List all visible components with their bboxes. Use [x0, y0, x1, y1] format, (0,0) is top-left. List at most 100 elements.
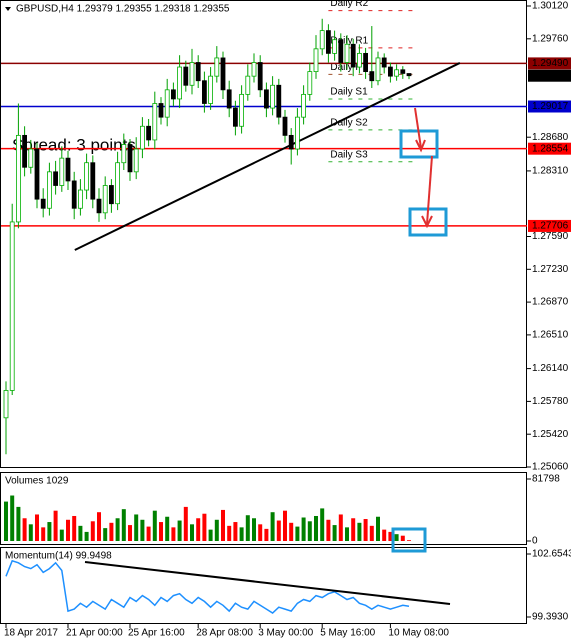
x-tick-label: 3 May 00:00: [258, 628, 313, 639]
volume-bar: [165, 516, 170, 541]
volume-bar: [227, 525, 232, 541]
candle-body: [34, 148, 40, 200]
volume-bar: [16, 506, 21, 541]
volume-title: Volumes 1029: [5, 476, 69, 487]
volume-bar: [97, 512, 101, 541]
volume-bar: [47, 522, 52, 541]
y-tick-label: 1.27230: [532, 264, 569, 275]
volume-bar: [90, 521, 95, 541]
volume-bar: [338, 514, 343, 541]
volume-bar: [196, 518, 201, 541]
candle-body: [3, 390, 9, 419]
level-label: 1.29490: [532, 58, 569, 69]
pivot-label: Daily R1: [330, 36, 368, 47]
volume-bar: [345, 527, 349, 541]
y-tick-label: 0: [532, 536, 538, 547]
candle-body: [133, 148, 139, 173]
volume-bar: [388, 531, 393, 541]
candle-body: [84, 162, 89, 191]
candle-body: [363, 52, 369, 73]
pivot-label: Daily R2: [330, 0, 368, 9]
volume-bar: [400, 535, 405, 541]
candle-body: [158, 103, 164, 118]
volume-bar: [59, 529, 64, 541]
pivot-label: Daily S2: [330, 118, 368, 129]
volume-bar: [258, 524, 263, 541]
volume-bar: [128, 525, 132, 541]
candle-body: [270, 84, 276, 109]
momentum-line: [5, 559, 410, 614]
candle-body: [78, 189, 83, 209]
level-tag: [528, 100, 571, 113]
y-tick-label: 1.27590: [532, 231, 569, 242]
volume-bar: [252, 518, 256, 541]
candle-body: [28, 148, 34, 168]
pivot-label: Daily S3: [330, 149, 368, 160]
x-tick-label: 10 May 08:00: [388, 628, 449, 639]
volume-bar: [295, 526, 300, 541]
volume-bar: [332, 525, 337, 541]
y-tick-label: 1.28310: [532, 166, 569, 177]
candle-body: [251, 62, 257, 77]
chart-title: GBPUSD,H4 1.29379 1.29355 1.29318 1.2935…: [16, 4, 230, 15]
volume-bar: [140, 519, 145, 541]
candle-body: [90, 162, 96, 200]
y-tick-label: 1.29760: [532, 33, 569, 44]
volume-bar: [121, 509, 126, 541]
candle-body: [22, 134, 28, 168]
price-panel: [0, 0, 527, 468]
volume-bar: [307, 521, 312, 541]
candle-body: [381, 57, 387, 68]
volume-bar: [394, 534, 399, 541]
volume-bar: [103, 528, 108, 541]
volume-bar: [109, 522, 114, 541]
x-tick-label: 28 Apr 08:00: [196, 628, 253, 639]
candle-body: [245, 75, 251, 95]
candle-body: [15, 134, 21, 223]
candle-body: [226, 89, 232, 109]
candle-body: [170, 89, 176, 100]
volume-bar: [35, 514, 39, 541]
volume-bar: [41, 527, 46, 541]
volume-bar: [363, 519, 368, 541]
level-tag: [528, 142, 571, 155]
level-label: 1.29017: [532, 101, 569, 112]
volume-bar: [183, 506, 188, 541]
candle-body: [332, 39, 338, 54]
y-tick-label: 99.3930: [532, 612, 569, 623]
volume-bar: [66, 519, 70, 541]
volume-bar: [53, 510, 58, 541]
candle-body: [263, 89, 269, 109]
level-label: 1.27706: [532, 221, 569, 232]
candle-body: [313, 48, 319, 73]
candle-body: [127, 144, 133, 173]
candle-body: [232, 107, 238, 127]
volume-bar: [407, 540, 411, 541]
volume-bar: [146, 526, 151, 541]
volume-bar: [134, 514, 139, 541]
candle-body: [350, 43, 356, 68]
candle-body: [319, 30, 325, 50]
panel-icon: [5, 7, 11, 11]
volume-bar: [208, 529, 213, 541]
y-tick-label: 1.25780: [532, 396, 569, 407]
volume-bar: [369, 525, 374, 541]
candle-body: [239, 93, 245, 127]
arrowhead: [415, 139, 426, 153]
x-tick-label: 21 Apr 00:00: [66, 628, 123, 639]
y-tick-label: 1.25060: [532, 462, 569, 473]
volume-bar: [4, 501, 8, 541]
volume-bar: [382, 529, 387, 541]
volume-bar: [84, 531, 89, 541]
current-price-label: 1.29355: [532, 70, 569, 81]
candle-body: [47, 171, 52, 209]
volume-bar: [376, 516, 380, 541]
volume-bar: [239, 527, 244, 541]
volume-bar: [10, 495, 15, 541]
y-tick-label: 1.28680: [532, 132, 569, 143]
candle-body: [121, 144, 127, 164]
candle-body: [71, 180, 77, 209]
pivot-label: Daily P: [330, 62, 362, 73]
